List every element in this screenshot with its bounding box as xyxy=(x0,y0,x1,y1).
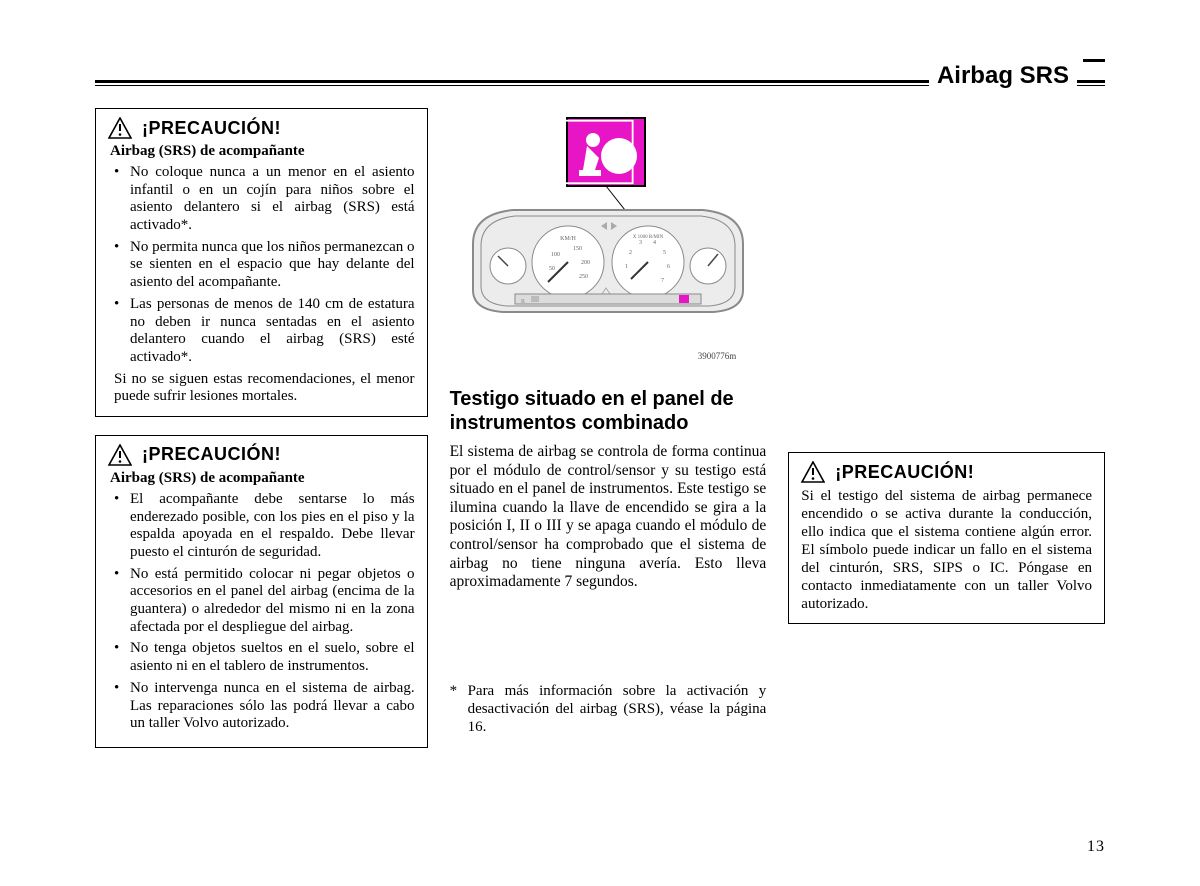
caution-box-2: ¡PRECAUCIÓN! Airbag (SRS) de acompañante… xyxy=(95,435,428,748)
warning-triangle-icon xyxy=(108,117,132,139)
caution-head: ¡PRECAUCIÓN! xyxy=(108,444,415,466)
svg-text:200: 200 xyxy=(581,260,590,266)
svg-text:250: 250 xyxy=(579,274,588,280)
column-middle: KM/H 100 150 200 250 50 X 1000 R/MIN 2 3… xyxy=(450,108,767,766)
caution-box-3: ¡PRECAUCIÓN! Si el testigo del sistema d… xyxy=(788,452,1105,624)
caution-subtitle: Airbag (SRS) de acompañante xyxy=(110,143,415,160)
body-text: El sistema de airbag se controla de form… xyxy=(450,443,767,592)
instrument-cluster: KM/H 100 150 200 250 50 X 1000 R/MIN 2 3… xyxy=(473,210,743,312)
list-item: El acompañante debe sentarse lo más ende… xyxy=(114,491,415,562)
warning-triangle-icon xyxy=(801,461,825,483)
section-heading: Testigo situado en el panel de instrumen… xyxy=(450,387,767,435)
svg-text:7: 7 xyxy=(661,278,664,284)
dashboard-figure: KM/H 100 150 200 250 50 X 1000 R/MIN 2 3… xyxy=(450,114,767,361)
svg-text:4: 4 xyxy=(653,240,656,246)
svg-text:1: 1 xyxy=(625,264,628,270)
caution-title: ¡PRECAUCIÓN! xyxy=(835,462,974,483)
caution-list: No coloque nunca a un menor en el asient… xyxy=(108,164,415,367)
list-item: No está permitido colocar ni pegar objet… xyxy=(114,566,415,637)
list-item: No coloque nunca a un menor en el asient… xyxy=(114,164,415,235)
svg-text:100: 100 xyxy=(551,252,560,258)
caution-body: Si el testigo del sistema de airbag perm… xyxy=(801,487,1092,613)
caution-subtitle: Airbag (SRS) de acompañante xyxy=(110,470,415,487)
svg-text:150: 150 xyxy=(573,246,582,252)
caution-note: Si no se siguen estas recomendaciones, e… xyxy=(108,371,415,406)
figure-caption: 3900776m xyxy=(450,351,767,361)
caution-title: ¡PRECAUCIÓN! xyxy=(142,118,281,139)
svg-text:KM/H: KM/H xyxy=(560,236,576,242)
svg-text:X 1000 R/MIN: X 1000 R/MIN xyxy=(633,235,664,240)
column-right: ¡PRECAUCIÓN! Si el testigo del sistema d… xyxy=(788,108,1105,766)
svg-text:6: 6 xyxy=(667,264,670,270)
airbag-callout xyxy=(561,118,645,186)
page-number: 13 xyxy=(1087,838,1105,856)
caution-head: ¡PRECAUCIÓN! xyxy=(108,117,415,139)
caution-list: El acompañante debe sentarse lo más ende… xyxy=(108,491,415,733)
spacer xyxy=(788,108,1105,452)
list-item: Las personas de menos de 140 cm de estat… xyxy=(114,296,415,367)
header-dash xyxy=(1083,59,1105,62)
list-item: No intervenga nunca en el sistema de air… xyxy=(114,680,415,733)
svg-text:3: 3 xyxy=(639,240,642,246)
svg-text:50: 50 xyxy=(549,266,555,272)
footnote: Para más información sobre la activación… xyxy=(450,682,767,736)
instrument-panel-illustration: KM/H 100 150 200 250 50 X 1000 R/MIN 2 3… xyxy=(453,114,763,344)
svg-text:R: R xyxy=(521,299,525,305)
page-header-title: Airbag SRS xyxy=(929,62,1077,90)
caution-head: ¡PRECAUCIÓN! xyxy=(801,461,1092,483)
column-left: ¡PRECAUCIÓN! Airbag (SRS) de acompañante… xyxy=(95,108,428,766)
manual-page: Airbag SRS ¡PRECAUCIÓN! Airbag (SRS) de … xyxy=(0,0,1200,806)
warning-triangle-icon xyxy=(108,444,132,466)
list-item: No permita nunca que los niños permanezc… xyxy=(114,239,415,292)
header-title-wrap: Airbag SRS xyxy=(95,62,1105,90)
svg-text:2: 2 xyxy=(629,250,632,256)
list-item: No tenga objetos sueltos en el suelo, so… xyxy=(114,640,415,675)
svg-text:5: 5 xyxy=(663,250,666,256)
columns: ¡PRECAUCIÓN! Airbag (SRS) de acompañante… xyxy=(95,108,1105,766)
caution-title: ¡PRECAUCIÓN! xyxy=(142,444,281,465)
caution-box-1: ¡PRECAUCIÓN! Airbag (SRS) de acompañante… xyxy=(95,108,428,417)
